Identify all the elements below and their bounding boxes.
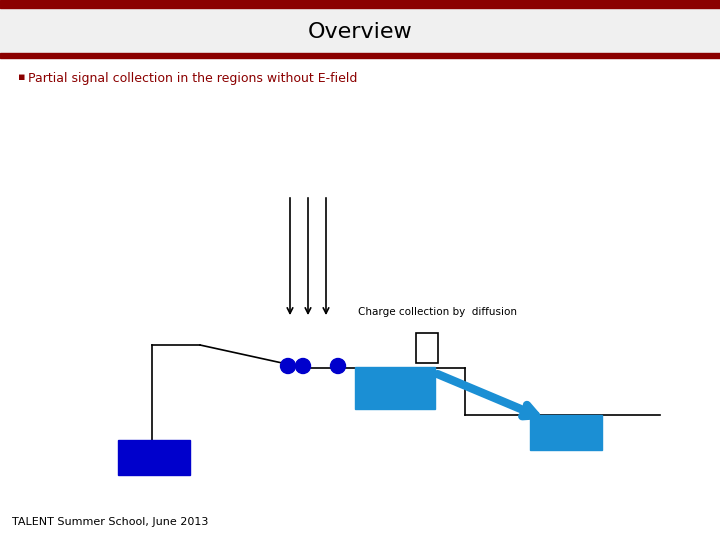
Circle shape — [330, 359, 346, 374]
Text: Charge collection by  diffusion: Charge collection by diffusion — [358, 307, 517, 317]
Bar — [416, 333, 438, 363]
Text: Partial signal collection in the regions without E-field: Partial signal collection in the regions… — [28, 72, 357, 85]
Text: TALENT Summer School, June 2013: TALENT Summer School, June 2013 — [12, 517, 208, 527]
Bar — [118, 440, 190, 475]
Bar — [0, 0, 720, 8]
Circle shape — [281, 359, 295, 374]
Text: ▪: ▪ — [18, 72, 25, 82]
Bar — [0, 8, 720, 53]
Bar — [530, 415, 602, 450]
Text: Overview: Overview — [307, 23, 413, 43]
Bar — [0, 53, 720, 58]
Bar — [355, 367, 435, 409]
Circle shape — [295, 359, 310, 374]
